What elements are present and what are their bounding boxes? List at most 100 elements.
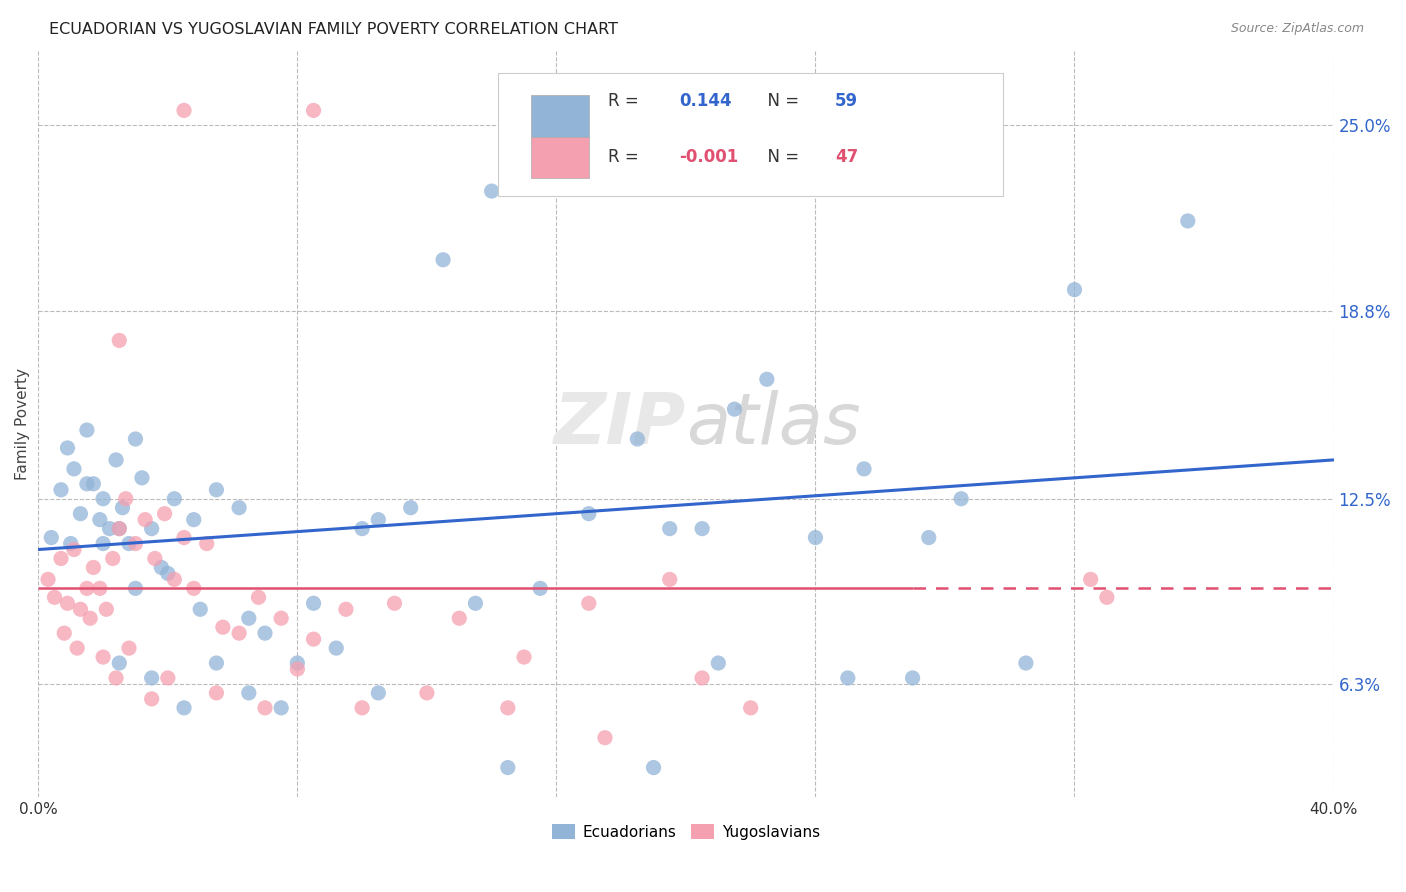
FancyBboxPatch shape: [530, 95, 589, 136]
Point: [53, 626, 76, 640]
Point: [270, 701, 292, 715]
Point: [238, 611, 260, 625]
Text: atlas: atlas: [686, 390, 860, 458]
Point: [529, 582, 551, 596]
Point: [101, 551, 124, 566]
Point: [918, 531, 941, 545]
Point: [108, 334, 131, 348]
Point: [205, 656, 228, 670]
Point: [950, 491, 973, 506]
Point: [302, 103, 325, 118]
Point: [69, 602, 91, 616]
Point: [89, 582, 111, 596]
Point: [37, 573, 59, 587]
Point: [39, 531, 62, 545]
Point: [481, 184, 503, 198]
Point: [837, 671, 859, 685]
Point: [690, 671, 713, 685]
Text: Source: ZipAtlas.com: Source: ZipAtlas.com: [1230, 22, 1364, 36]
Point: [690, 522, 713, 536]
Point: [804, 531, 827, 545]
Text: 59: 59: [835, 93, 858, 111]
FancyBboxPatch shape: [530, 136, 589, 178]
Text: ZIP: ZIP: [554, 390, 686, 458]
Point: [91, 491, 114, 506]
Point: [1063, 283, 1085, 297]
Point: [143, 551, 166, 566]
Point: [513, 650, 536, 665]
Point: [723, 402, 745, 417]
Point: [118, 641, 141, 656]
Point: [238, 686, 260, 700]
Point: [163, 573, 186, 587]
Point: [76, 582, 98, 596]
Point: [98, 522, 121, 536]
Point: [205, 483, 228, 497]
Point: [1095, 591, 1118, 605]
Point: [205, 686, 228, 700]
Point: [302, 596, 325, 610]
Point: [325, 641, 347, 656]
Point: [76, 476, 98, 491]
Y-axis label: Family Poverty: Family Poverty: [15, 368, 30, 480]
Point: [91, 650, 114, 665]
Point: [150, 560, 173, 574]
Point: [1080, 573, 1102, 587]
Point: [108, 522, 131, 536]
Point: [134, 513, 156, 527]
Point: [578, 507, 600, 521]
Point: [195, 536, 218, 550]
Point: [399, 500, 422, 515]
Point: [173, 701, 195, 715]
Point: [352, 522, 374, 536]
Point: [63, 542, 86, 557]
Point: [82, 560, 104, 574]
Point: [96, 602, 118, 616]
Point: [287, 662, 309, 676]
Point: [108, 522, 131, 536]
Point: [108, 656, 131, 670]
Point: [118, 536, 141, 550]
Point: [69, 507, 91, 521]
Point: [156, 566, 179, 581]
Point: [253, 701, 276, 715]
Point: [287, 656, 309, 670]
Point: [82, 476, 104, 491]
Point: [643, 761, 665, 775]
Point: [740, 701, 762, 715]
Text: 0.144: 0.144: [679, 93, 733, 111]
Point: [63, 462, 86, 476]
Point: [416, 686, 439, 700]
Point: [302, 632, 325, 647]
Point: [111, 500, 134, 515]
Point: [367, 686, 389, 700]
Point: [131, 471, 153, 485]
Point: [163, 491, 186, 506]
Point: [853, 462, 876, 476]
Point: [173, 103, 195, 118]
Point: [153, 507, 176, 521]
Point: [270, 611, 292, 625]
Point: [335, 602, 357, 616]
Point: [188, 602, 211, 616]
Point: [352, 701, 374, 715]
Point: [56, 441, 79, 455]
Point: [156, 671, 179, 685]
Text: N =: N =: [758, 93, 804, 111]
Point: [124, 536, 146, 550]
Point: [105, 453, 128, 467]
Point: [183, 513, 205, 527]
Point: [658, 573, 681, 587]
Point: [626, 432, 648, 446]
Point: [1015, 656, 1038, 670]
Point: [464, 596, 486, 610]
Point: [49, 551, 72, 566]
Point: [253, 626, 276, 640]
Point: [901, 671, 924, 685]
Text: 47: 47: [835, 148, 858, 166]
Point: [114, 491, 136, 506]
Point: [432, 252, 454, 267]
Point: [44, 591, 66, 605]
Point: [79, 611, 101, 625]
Point: [228, 626, 250, 640]
